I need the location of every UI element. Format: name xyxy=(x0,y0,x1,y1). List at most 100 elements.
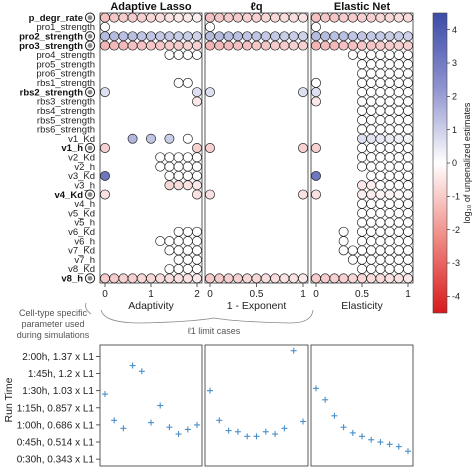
estimate-dot xyxy=(100,143,110,153)
estimate-dot xyxy=(192,245,202,256)
row-label: rbs3_strength xyxy=(37,97,95,108)
row-label: v3_h xyxy=(74,180,95,191)
estimate-dot xyxy=(164,273,175,284)
x-tick-label: 0 xyxy=(313,289,319,300)
estimate-dot xyxy=(403,245,413,256)
estimate-dot xyxy=(192,12,202,23)
estimate-dot xyxy=(347,273,358,284)
estimate-dot xyxy=(298,87,308,98)
estimate-dot xyxy=(366,105,377,116)
estimate-dot xyxy=(403,87,413,98)
estimate-dot xyxy=(288,40,299,51)
estimate-dot xyxy=(384,133,395,144)
estimate-dot xyxy=(182,40,193,51)
estimate-dot xyxy=(109,40,120,51)
estimate-dot xyxy=(366,236,377,247)
estimate-dot xyxy=(109,31,120,42)
estimate-dot xyxy=(366,161,377,172)
estimate-dot xyxy=(173,236,184,247)
estimate-dot xyxy=(366,59,377,70)
x-tick-label: 1 xyxy=(405,289,411,300)
runtime-point xyxy=(225,427,232,434)
runtime-point xyxy=(349,429,356,436)
left-note-pointer xyxy=(85,302,92,315)
estimate-dot xyxy=(375,170,386,181)
estimate-dot xyxy=(173,77,184,88)
row-label: v6_h xyxy=(74,236,95,247)
runtime-ytick-label: 0:30h, 0.343 x L1 xyxy=(17,455,95,466)
estimate-dot xyxy=(338,236,349,247)
estimate-dot xyxy=(192,264,202,274)
estimate-dot xyxy=(182,254,193,265)
estimate-dot xyxy=(182,49,193,60)
estimate-dot xyxy=(347,12,358,23)
estimate-dot xyxy=(298,40,308,51)
colorbar-tick-label: -3 xyxy=(452,258,460,268)
estimate-dot xyxy=(403,273,413,284)
estimate-dot xyxy=(118,40,129,51)
estimate-dot xyxy=(375,115,386,126)
estimate-dot xyxy=(182,77,193,88)
row-label: p_degr_rate xyxy=(29,13,83,24)
estimate-dot xyxy=(366,245,377,256)
estimate-dot xyxy=(164,170,175,181)
estimate-dot xyxy=(311,12,321,23)
estimate-dot xyxy=(270,31,281,42)
estimate-dot xyxy=(136,273,147,284)
runtime-point xyxy=(157,402,164,409)
runtime-ytick-label: 2:00h, 1.37 x L1 xyxy=(22,352,94,363)
runtime-point xyxy=(194,421,200,428)
row-label: v8_h xyxy=(61,274,83,285)
estimate-dot xyxy=(192,226,202,237)
row-label: v8_Kd xyxy=(68,264,95,275)
estimate-dot xyxy=(403,170,413,181)
estimate-dot xyxy=(403,143,413,153)
estimate-dot xyxy=(173,180,184,191)
estimate-dot xyxy=(375,264,386,274)
estimate-dot xyxy=(320,31,331,42)
estimate-dot xyxy=(375,124,386,135)
runtime-point xyxy=(120,425,127,432)
estimate-dot xyxy=(205,40,215,51)
estimate-dot xyxy=(384,115,395,126)
estimate-dot xyxy=(393,124,404,135)
panel-title: ℓq xyxy=(250,1,262,13)
colorbar-label: log₁₀ of unpenalized estimates xyxy=(462,102,472,223)
estimate-dot xyxy=(375,143,386,153)
estimate-dot xyxy=(100,87,110,98)
estimate-dot xyxy=(136,40,147,51)
estimate-dot xyxy=(384,161,395,172)
estimate-dot xyxy=(366,254,377,265)
estimate-dot xyxy=(260,31,271,42)
estimate-dot xyxy=(320,12,331,23)
runtime-point xyxy=(395,443,402,450)
estimate-dot xyxy=(393,273,404,284)
row-label: v7_h xyxy=(74,255,95,266)
runtime-ytick-label: 1:15h, 0.857 x L1 xyxy=(17,403,95,414)
estimate-dot xyxy=(357,189,367,200)
estimate-dot xyxy=(329,12,340,23)
panel-xlabel: Elasticity xyxy=(341,300,383,312)
marker-dot xyxy=(87,33,93,39)
estimate-dot xyxy=(100,40,110,51)
estimate-dot xyxy=(205,31,215,42)
estimate-dot xyxy=(192,143,202,153)
estimate-dot xyxy=(375,254,386,265)
estimate-dot xyxy=(393,170,404,181)
estimate-dot xyxy=(192,180,202,191)
estimate-dot xyxy=(118,31,129,42)
estimate-dot xyxy=(192,152,202,163)
estimate-dot xyxy=(375,105,386,116)
estimate-dot xyxy=(375,226,386,237)
estimate-dot xyxy=(118,273,129,284)
row-label: pro2_strength xyxy=(19,31,83,42)
x-tick-label: 0.5 xyxy=(250,289,264,300)
estimate-dot xyxy=(251,40,262,51)
estimate-dot xyxy=(393,133,404,144)
estimate-dot xyxy=(357,49,367,60)
estimate-dot xyxy=(136,31,147,42)
estimate-dot xyxy=(357,96,367,107)
estimate-dot xyxy=(384,105,395,116)
runtime-point xyxy=(207,387,213,394)
estimate-dot xyxy=(100,189,110,200)
